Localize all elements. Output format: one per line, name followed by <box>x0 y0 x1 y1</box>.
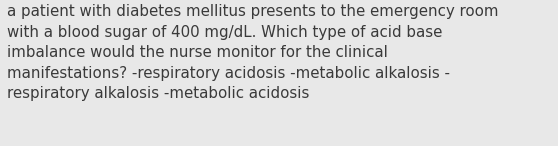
Text: a patient with diabetes mellitus presents to the emergency room
with a blood sug: a patient with diabetes mellitus present… <box>7 4 498 101</box>
